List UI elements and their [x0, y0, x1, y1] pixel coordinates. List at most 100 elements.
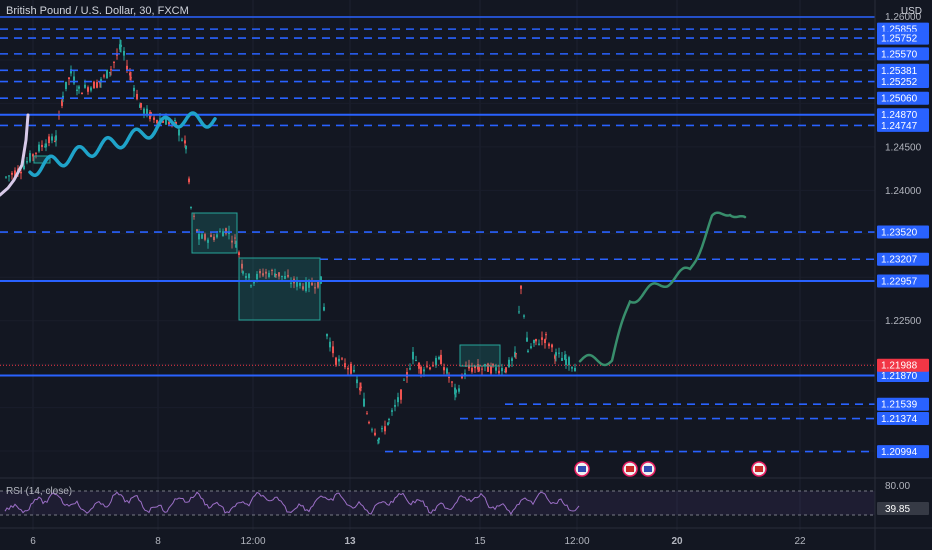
candle-body — [555, 352, 557, 356]
candle-body — [446, 368, 448, 374]
price-level-label: 1.21374 — [877, 412, 929, 426]
price-level-label-bg — [877, 108, 929, 122]
price-level-label-text: 1.25252 — [881, 77, 918, 88]
time-axis-tick: 13 — [344, 536, 356, 547]
price-level-label-bg — [877, 31, 929, 45]
candle-body — [185, 145, 187, 150]
candle-body — [426, 365, 428, 367]
candle-body — [62, 95, 64, 98]
candle-body — [235, 244, 237, 248]
price-level-label-text: 1.25381 — [881, 66, 918, 77]
candle-body — [78, 86, 80, 89]
candle-body — [103, 75, 105, 77]
price-level-label-text: 1.22957 — [881, 276, 918, 287]
candle-body — [136, 93, 138, 100]
candle-body — [533, 340, 535, 344]
candle-body — [501, 368, 503, 372]
candle-body — [574, 367, 576, 372]
candle-body — [438, 356, 440, 360]
candle-body — [159, 118, 161, 120]
candle-body — [498, 370, 500, 374]
candle-body — [335, 357, 337, 365]
candle-body — [299, 282, 301, 286]
candle-body — [412, 351, 414, 360]
candle-body — [377, 439, 379, 441]
candle-body — [366, 413, 368, 415]
candle-body — [275, 273, 277, 276]
projection-path-blue — [28, 111, 217, 178]
candle-body — [5, 176, 7, 178]
price-level-label: 1.25252 — [877, 75, 929, 89]
candle-body — [478, 367, 480, 372]
candle-body — [274, 273, 276, 278]
price-level-label-bg — [877, 445, 929, 459]
candle-body — [326, 334, 328, 337]
candle-body — [296, 280, 298, 287]
candle-body — [418, 362, 420, 369]
rsi-indicator-label[interactable]: RSI (14, close) — [6, 486, 73, 497]
candle-body — [305, 280, 307, 292]
price-level-label: 1.21539 — [877, 397, 929, 411]
rsi-upper-tick: 80.00 — [885, 481, 910, 492]
candle-body — [281, 275, 283, 277]
candle-body — [551, 344, 553, 348]
candle-body — [259, 270, 261, 274]
price-level-label-bg — [877, 397, 929, 411]
candle-body — [518, 311, 520, 313]
candle-body — [287, 274, 289, 277]
candle-body — [181, 139, 183, 141]
candle-body — [481, 368, 483, 370]
candle-body — [23, 165, 25, 170]
candle-body — [168, 121, 170, 125]
price-level-label-text: 1.20994 — [881, 447, 918, 458]
candle-body — [90, 87, 92, 91]
candle-body — [409, 368, 411, 370]
price-level-label-bg — [877, 274, 929, 288]
candle-body — [70, 69, 72, 74]
candle-body — [61, 100, 63, 106]
candle-body — [126, 65, 128, 70]
price-level-label-bg — [877, 412, 929, 426]
candle-body — [435, 357, 437, 366]
candle-body — [54, 141, 56, 143]
candle-body — [347, 367, 349, 370]
candle-body — [32, 154, 34, 157]
candle-body — [87, 87, 89, 92]
candle-body — [73, 76, 75, 84]
candle-body — [511, 358, 513, 361]
candle-body — [184, 140, 186, 144]
candle-body — [26, 161, 28, 163]
candle-body — [68, 77, 70, 80]
candle-body — [262, 273, 264, 276]
time-axis-tick: 22 — [794, 536, 806, 547]
candle-body — [29, 153, 31, 162]
price-axis-tick: 1.24500 — [885, 142, 922, 153]
candle-body — [113, 61, 115, 63]
price-level-label-text: 1.23207 — [881, 255, 918, 266]
candle-body — [204, 234, 206, 240]
price-level-label-bg — [877, 368, 929, 382]
price-level-label: 1.24870 — [877, 108, 929, 122]
candle-body — [84, 84, 86, 88]
candle-body — [314, 287, 316, 289]
candle-body — [474, 366, 476, 369]
symbol-title: British Pound / U.S. Dollar, 30, FXCM — [6, 5, 189, 17]
candle-body — [455, 390, 457, 393]
price-level-label-text: 1.23520 — [881, 228, 918, 239]
candle-body — [178, 129, 180, 136]
candle-body — [143, 108, 145, 114]
projection-path-white — [0, 113, 30, 197]
candle-body — [106, 69, 108, 79]
price-level-label: 1.22957 — [877, 274, 929, 288]
candle-body — [153, 117, 155, 120]
price-level-label: 1.21870 — [877, 368, 929, 382]
candle-body — [48, 136, 50, 144]
candle-body — [248, 273, 250, 279]
candle-body — [527, 350, 529, 352]
price-level-label-bg — [877, 63, 929, 77]
candle-body — [471, 367, 473, 372]
price-level-label: 1.25570 — [877, 47, 929, 61]
candle-body — [302, 286, 304, 290]
